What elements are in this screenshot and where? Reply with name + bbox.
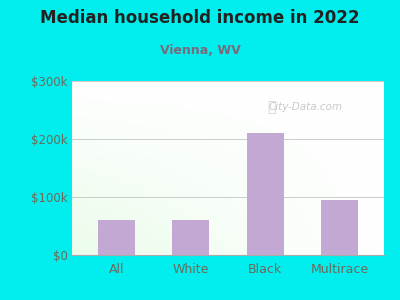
Bar	[321, 200, 358, 255]
Text: Vienna, WV: Vienna, WV	[160, 44, 240, 56]
Text: Median household income in 2022: Median household income in 2022	[40, 9, 360, 27]
Text: City-Data.com: City-Data.com	[269, 102, 343, 112]
Bar	[246, 133, 284, 255]
Bar	[98, 220, 135, 255]
Bar	[172, 220, 210, 255]
Text: ⌕: ⌕	[268, 100, 276, 114]
